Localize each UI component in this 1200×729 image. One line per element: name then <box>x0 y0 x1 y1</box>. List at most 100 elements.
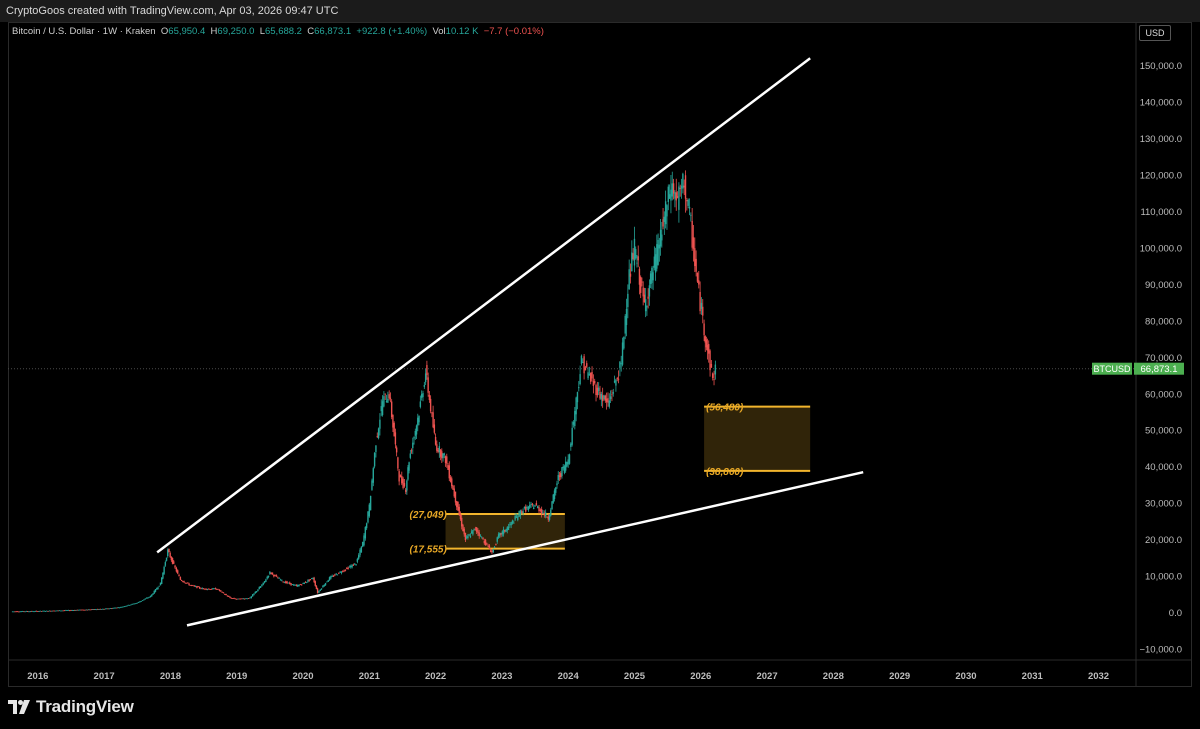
candle-body <box>574 410 576 427</box>
candle-body <box>185 582 188 584</box>
candle-body <box>702 306 704 316</box>
candle-body <box>102 608 104 610</box>
candle-body <box>561 467 563 477</box>
candle-body <box>679 188 681 189</box>
candle-body <box>481 537 483 539</box>
price-chart[interactable]: 150,000.0 140,000.0 130,000.0 120,000.0 110,… <box>0 0 1200 687</box>
candle-body <box>361 541 364 547</box>
candle-body <box>446 456 448 464</box>
candle-body <box>239 598 242 600</box>
candle-body <box>86 609 89 611</box>
candle-body <box>384 393 386 395</box>
y-tick-label: 120,000.0 <box>1140 170 1182 181</box>
candle-body <box>654 254 657 273</box>
candle-body <box>323 584 325 587</box>
chart-frame[interactable] <box>8 22 1192 687</box>
candle-body <box>646 305 648 308</box>
candle-body <box>363 535 365 546</box>
candle-body <box>63 610 66 612</box>
candle-body <box>534 505 536 507</box>
candle-body <box>638 268 641 285</box>
candle-body <box>141 600 144 602</box>
candle-body <box>360 546 363 553</box>
candle-body <box>342 570 344 572</box>
candle-body <box>710 363 713 368</box>
candle-body <box>475 527 478 532</box>
candle-body <box>108 608 110 610</box>
candle-body <box>225 593 227 596</box>
candle-body <box>118 607 121 609</box>
candle-body <box>79 609 81 611</box>
candle-body <box>414 431 416 436</box>
candle-body <box>678 186 680 210</box>
candle-body <box>24 611 26 613</box>
candle-body <box>15 611 18 613</box>
candle-body <box>206 589 209 590</box>
candle-body <box>76 609 79 611</box>
candle-body <box>548 515 551 520</box>
candle-body <box>599 391 601 399</box>
price-tag-symbol: BTCUSD <box>1093 364 1131 374</box>
candle-body <box>510 522 512 526</box>
candle-body <box>116 607 118 609</box>
candle-body <box>651 267 653 283</box>
candle-body <box>580 355 583 364</box>
candle-body <box>437 449 439 452</box>
candle-body <box>149 595 152 598</box>
candle-body <box>154 589 157 592</box>
candle-body <box>200 588 202 590</box>
candle-body <box>298 584 300 587</box>
candle-body <box>120 606 122 608</box>
currency-selector[interactable]: USD <box>1139 25 1171 41</box>
candle-body <box>103 608 105 610</box>
candle-body <box>66 610 68 612</box>
candle-body <box>174 565 176 568</box>
candle-body <box>557 475 559 481</box>
candle-body <box>555 487 557 493</box>
candle-body <box>255 591 258 593</box>
candle-body <box>250 596 252 599</box>
candle-body <box>523 506 526 508</box>
candle-body <box>351 564 353 568</box>
candle-body <box>712 373 714 378</box>
candle-body <box>613 380 616 383</box>
candle-body <box>458 506 460 515</box>
candle-body <box>448 465 450 479</box>
high-label: H <box>210 26 218 37</box>
candle-body <box>412 442 414 449</box>
candle-body <box>438 446 441 453</box>
candle-body <box>637 256 639 261</box>
candle-body <box>246 598 249 600</box>
candle-body <box>371 480 373 490</box>
candle-body <box>267 575 270 578</box>
tradingview-logo[interactable]: TradingView <box>8 697 134 717</box>
candle-body <box>501 531 504 535</box>
candle-body <box>463 528 465 535</box>
candle-body <box>338 572 340 574</box>
candle-body <box>447 465 449 470</box>
candle-body <box>49 610 52 612</box>
candle-body <box>486 543 488 545</box>
close-label: C <box>307 26 315 37</box>
symbol-name[interactable]: Bitcoin / U.S. Dollar · 1W · Kraken <box>12 26 156 37</box>
x-tick-label: 2030 <box>955 671 976 682</box>
candle-body <box>313 577 315 583</box>
candle-body <box>20 611 23 613</box>
candle-body <box>209 589 211 590</box>
candle-body <box>192 585 194 587</box>
candle-body <box>350 565 352 568</box>
candle-body <box>427 377 429 393</box>
candle-body <box>151 594 153 597</box>
candle-body <box>571 427 573 445</box>
candle-body <box>469 535 472 538</box>
candle-body <box>232 598 234 599</box>
candle-body <box>464 532 467 541</box>
candle-body <box>75 610 77 611</box>
candle-body <box>632 253 634 260</box>
candle-body <box>183 581 185 583</box>
candle-body <box>300 584 303 586</box>
candle-body <box>335 573 337 575</box>
candle-body <box>683 185 685 188</box>
candle-body <box>80 609 82 611</box>
candle-body <box>539 509 542 512</box>
